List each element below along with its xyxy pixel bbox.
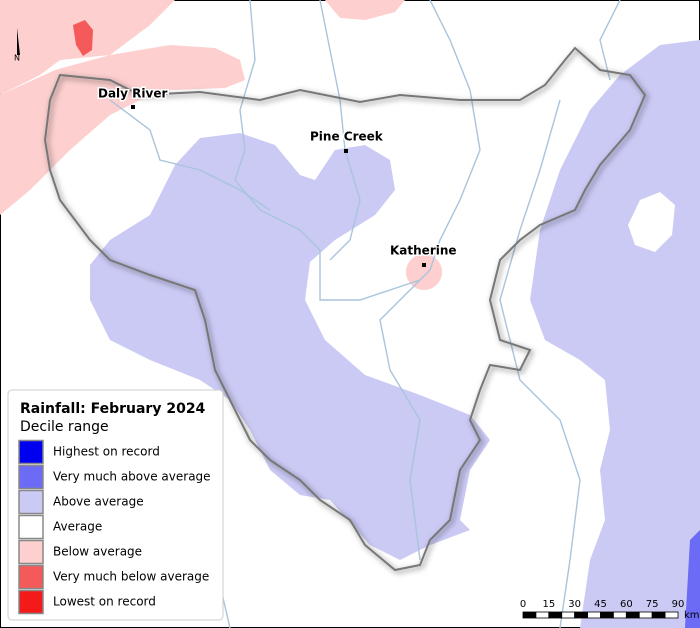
scale-label: 15 xyxy=(542,599,555,610)
very-much-above-zone xyxy=(685,530,700,628)
river xyxy=(379,0,481,561)
legend-label: Below average xyxy=(53,545,142,559)
legend-label: Average xyxy=(53,520,102,534)
legend-swatch xyxy=(18,489,44,515)
average-zone xyxy=(628,192,675,252)
scale-segment xyxy=(587,611,601,619)
legend-swatch xyxy=(18,514,44,540)
town-marker xyxy=(422,263,426,267)
town-label: Daly River xyxy=(98,87,167,101)
scale-label: 75 xyxy=(646,599,659,610)
scale-segment xyxy=(664,611,679,619)
river xyxy=(599,0,621,81)
legend-title: Rainfall: February 2024 xyxy=(20,401,206,417)
catchment-boundary xyxy=(43,46,647,572)
scale-segment xyxy=(600,611,614,619)
river xyxy=(234,0,421,301)
legend-swatch xyxy=(18,564,44,590)
legend-label: Very much above average xyxy=(53,470,211,484)
legend-box xyxy=(7,389,224,621)
scale-label: 45 xyxy=(594,599,607,610)
scale-segment xyxy=(638,611,653,619)
scale-unit: km xyxy=(684,610,700,621)
below-average-zone xyxy=(0,45,245,215)
legend-swatch xyxy=(18,539,44,565)
legend-swatch xyxy=(18,464,44,490)
town-label: Katherine xyxy=(390,244,457,258)
river xyxy=(109,99,271,211)
scale-label: 60 xyxy=(620,599,633,610)
below-average-zone xyxy=(406,254,442,290)
scale-label: 30 xyxy=(568,599,581,610)
legend-label: Very much below average xyxy=(53,570,209,584)
town-label: Pine Creek xyxy=(310,130,384,144)
below-average-zone xyxy=(325,0,405,20)
river xyxy=(499,99,581,628)
scale-segment xyxy=(625,611,640,619)
town-marker xyxy=(344,149,348,153)
scale-segment xyxy=(574,611,588,619)
scale-segment xyxy=(522,611,537,619)
legend-label: Above average xyxy=(53,495,144,509)
legend-label: Lowest on record xyxy=(53,595,156,609)
above-average-zone xyxy=(530,40,700,628)
north-arrow xyxy=(17,28,20,55)
scale-segment xyxy=(651,611,666,619)
legend-swatch xyxy=(18,439,44,465)
above-average-zone xyxy=(90,133,490,560)
legend-subtitle: Decile range xyxy=(20,419,109,435)
north-label: N xyxy=(14,54,20,63)
scale-segment xyxy=(548,611,563,619)
scale-segment xyxy=(535,611,550,619)
very-much-below-zone xyxy=(73,20,93,56)
scale-label: 0 xyxy=(520,599,526,610)
town-marker xyxy=(131,105,135,109)
scale-label: 90 xyxy=(672,599,685,610)
legend-swatch xyxy=(18,589,44,615)
legend: Rainfall: February 2024 Decile range Hig… xyxy=(7,389,224,621)
scale-segment xyxy=(561,611,576,619)
scale-segment xyxy=(613,611,627,619)
legend-label: Highest on record xyxy=(53,445,160,459)
